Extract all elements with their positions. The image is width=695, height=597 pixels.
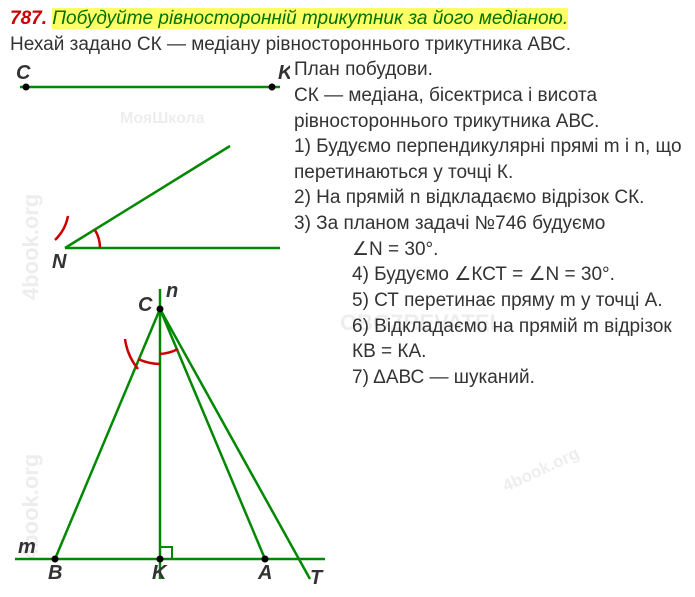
label-n: n bbox=[166, 280, 178, 302]
figure-triangle: C n m B K A T bbox=[10, 279, 335, 597]
label-C: C bbox=[16, 62, 31, 84]
plan-step-7: 6) Відкладаємо на прямій m відрізок КВ =… bbox=[352, 314, 685, 365]
problem-statement: Побудуйте рівносторонній трикутник за йо… bbox=[52, 8, 568, 29]
plan-title: План побудови. bbox=[294, 57, 685, 83]
label-C3: C bbox=[138, 294, 153, 316]
plan-step-1: 1) Будуємо перпендикулярні прямі m і n, … bbox=[294, 134, 685, 185]
problem-line: 787. Побудуйте рівносторонній трикутник … bbox=[10, 6, 685, 32]
plan-step-3: 3) За планом задачі №746 будуємо bbox=[294, 211, 685, 237]
plan-step-4: ∠N = 30°. bbox=[352, 237, 685, 263]
plan-step-0: СК — медіана, бісектриса і висота рівнос… bbox=[294, 83, 685, 134]
plan-step-2: 2) На прямій n відкладаємо відрізок СК. bbox=[294, 185, 685, 211]
figure-angle-n: N bbox=[10, 118, 290, 273]
label-K: K bbox=[278, 62, 290, 84]
figure-segment-ck: C K bbox=[10, 57, 290, 112]
problem-number: 787. bbox=[10, 8, 47, 29]
plan-step-6: 5) СТ перетинає пряму m у точці А. bbox=[352, 288, 685, 314]
label-T: T bbox=[310, 567, 324, 589]
plan-step-8: 7) ΔАВС — шуканий. bbox=[352, 365, 685, 391]
label-m: m bbox=[18, 536, 36, 558]
label-N: N bbox=[52, 251, 67, 273]
label-K3: K bbox=[152, 562, 168, 584]
label-A: A bbox=[257, 562, 272, 584]
intro-text: Нехай задано СК — медіану рівносторонньо… bbox=[10, 32, 685, 58]
label-B: B bbox=[48, 562, 62, 584]
plan-step-5: 4) Будуємо ∠КСТ = ∠N = 30°. bbox=[352, 262, 685, 288]
